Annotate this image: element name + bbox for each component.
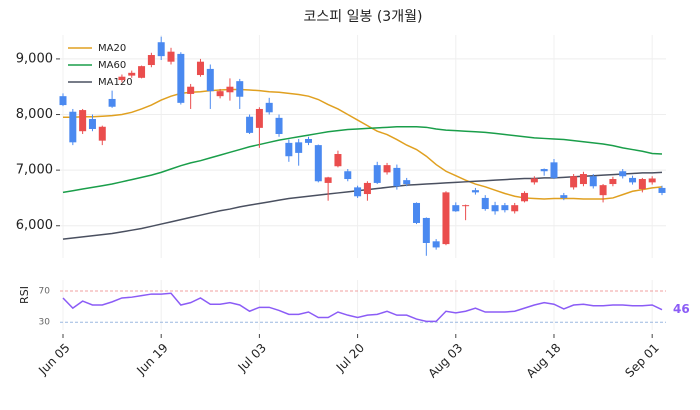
candle-body — [550, 162, 558, 178]
y-tick-label: 7,000 — [16, 163, 53, 178]
candle-body — [177, 53, 185, 103]
candle-body — [118, 76, 126, 81]
candle-body — [265, 102, 273, 113]
candle-body — [462, 205, 470, 207]
candle-body — [442, 192, 450, 245]
legend-label: MA60 — [98, 60, 126, 71]
candle-body — [422, 217, 430, 243]
candle-body — [638, 179, 646, 190]
candle-body — [138, 66, 146, 78]
candle-body — [226, 86, 234, 93]
candle-body — [403, 180, 411, 185]
y-tick-label: 8,000 — [16, 107, 53, 122]
ma-line — [62, 171, 663, 240]
candle-body — [629, 177, 637, 183]
candle-body — [98, 126, 106, 141]
candle-body — [413, 202, 421, 223]
candle-body — [658, 187, 666, 193]
candle-body — [471, 190, 479, 193]
candle-body — [570, 176, 578, 188]
candle-body — [147, 55, 155, 66]
candle-body — [324, 177, 332, 183]
candle-body — [619, 171, 627, 177]
candle-body — [521, 192, 529, 202]
candle-body — [648, 178, 656, 183]
candle-body — [275, 117, 283, 134]
ma-line — [63, 88, 663, 200]
candle-body — [295, 142, 303, 153]
legend-label: MA20 — [98, 43, 126, 54]
last-value-label: 46 — [673, 302, 690, 316]
candle-body — [530, 178, 538, 183]
candle-body — [491, 205, 499, 212]
legend-label: MA120 — [98, 77, 133, 88]
x-tick-label: Jun 19 — [133, 341, 170, 378]
x-tick-label: Aug 18 — [524, 341, 564, 381]
candle-body — [69, 111, 77, 143]
candle-body — [540, 169, 548, 172]
x-tick-label: Sep 01 — [622, 341, 661, 380]
candle-body — [314, 145, 322, 182]
candle-body — [452, 205, 460, 212]
y-tick-label: 30 — [39, 318, 51, 328]
candle-body — [393, 167, 401, 187]
x-tick-label: Aug 03 — [425, 341, 465, 381]
rsi-line — [62, 292, 663, 323]
x-tick-label: Jun 05 — [35, 341, 72, 378]
y-axis-label: RSI — [18, 286, 31, 304]
candle-body — [128, 72, 136, 76]
y-tick-label: 6,000 — [16, 218, 53, 233]
candle-body — [344, 171, 352, 180]
candle-body — [216, 91, 224, 97]
candle-body — [246, 116, 254, 133]
candle-body — [285, 142, 293, 157]
candle-body — [59, 96, 67, 106]
candle-body — [167, 51, 175, 62]
candle-body — [88, 118, 96, 129]
candle-body — [373, 165, 381, 183]
candle-body — [579, 174, 587, 185]
candle-body — [383, 165, 391, 173]
chart-title: 코스피 일봉 (3개월) — [304, 9, 423, 25]
candle-body — [599, 185, 607, 196]
candle-body — [187, 86, 195, 94]
candle-body — [196, 61, 204, 76]
candle-body — [157, 42, 165, 57]
candle-body — [609, 179, 617, 185]
candle-body — [334, 154, 342, 167]
candle-body — [363, 182, 371, 195]
candle-body — [79, 110, 87, 132]
candle-body — [481, 197, 489, 210]
candle-body — [432, 241, 440, 248]
candle-body — [206, 68, 214, 92]
y-tick-label: 70 — [39, 286, 51, 296]
y-tick-label: 9,000 — [16, 51, 53, 66]
candle-body — [304, 138, 312, 143]
candle-body — [589, 176, 597, 187]
x-tick-label: Jul 20 — [333, 341, 367, 375]
candle-body — [511, 205, 519, 212]
candle-body — [501, 205, 509, 211]
candle-body — [108, 98, 116, 107]
candle-body — [236, 81, 244, 97]
candle-body — [354, 187, 362, 197]
candle-body — [255, 108, 263, 128]
ma-line — [62, 126, 663, 194]
x-tick-label: Jul 03 — [235, 341, 269, 375]
candle-body — [560, 195, 568, 198]
